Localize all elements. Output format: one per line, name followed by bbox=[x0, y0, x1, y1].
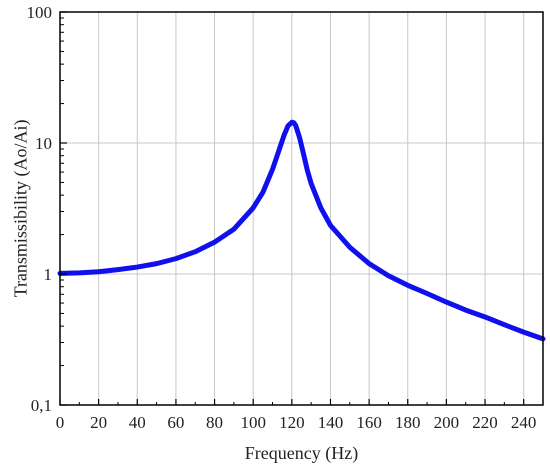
x-tick-label: 180 bbox=[395, 413, 421, 432]
x-tick-label: 200 bbox=[434, 413, 460, 432]
y-tick-label: 0,1 bbox=[31, 396, 52, 415]
x-tick-label: 120 bbox=[279, 413, 305, 432]
x-tick-label: 100 bbox=[240, 413, 266, 432]
y-tick-label: 100 bbox=[27, 3, 53, 22]
series-line-0 bbox=[57, 119, 546, 342]
x-tick-label: 20 bbox=[90, 413, 107, 432]
tick-labels: 0 20 40 60 80 100 120 140 160 180 200 220 240 0,1 1 10 1… bbox=[27, 3, 537, 432]
y-axis-title: Transmissibility (Ao/Ai) bbox=[10, 120, 31, 298]
x-tick-label: 60 bbox=[167, 413, 184, 432]
x-axis-title: Frequency (Hz) bbox=[245, 443, 358, 464]
x-tick-label: 40 bbox=[129, 413, 146, 432]
y-tick-label: 1 bbox=[44, 265, 53, 284]
grid bbox=[60, 12, 543, 405]
ticks bbox=[59, 11, 525, 406]
y-tick-label: 10 bbox=[35, 134, 52, 153]
plot-frame bbox=[59, 11, 544, 406]
series-layer bbox=[57, 119, 546, 342]
x-tick-label: 0 bbox=[56, 413, 65, 432]
x-tick-label: 140 bbox=[318, 413, 344, 432]
x-tick-label: 220 bbox=[472, 413, 498, 432]
x-tick-label: 160 bbox=[356, 413, 382, 432]
x-tick-label: 240 bbox=[511, 413, 537, 432]
x-tick-label: 80 bbox=[206, 413, 223, 432]
